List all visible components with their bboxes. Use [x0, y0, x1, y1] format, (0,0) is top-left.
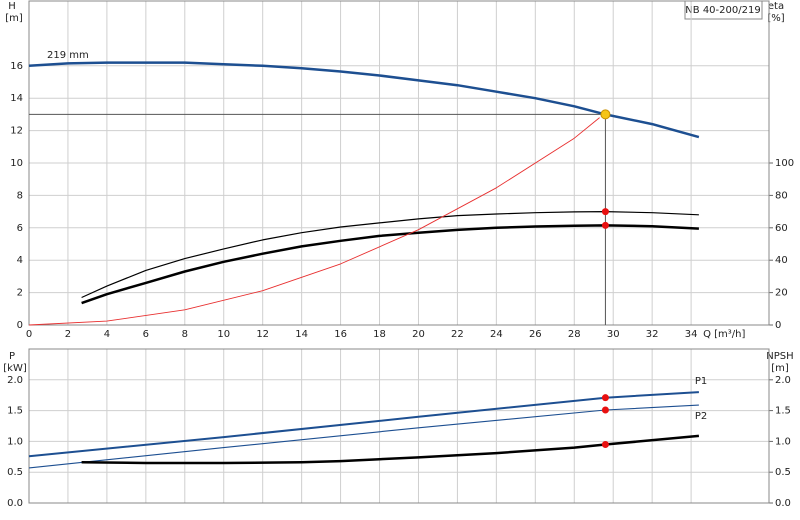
series-line	[81, 434, 700, 465]
y2-tick-label: 0.0	[775, 498, 791, 509]
marker	[601, 208, 609, 216]
y2-tick-label: 1.5	[775, 406, 791, 417]
npsh-unit: [m]	[771, 363, 789, 374]
marker	[601, 394, 609, 402]
y2-tick-label: 0	[775, 320, 781, 331]
y2-tick-label: 80	[775, 190, 788, 201]
x-tick-label: 12	[256, 329, 269, 340]
model: NB 40-200/219	[685, 5, 760, 16]
x-tick-label: 2	[65, 329, 71, 340]
y-tick-label: 1.5	[7, 406, 23, 417]
y-tick-label: 6	[17, 223, 23, 234]
eta-unit: [%]	[767, 13, 784, 24]
series-label: P1	[695, 376, 707, 387]
y2-tick-label: 20	[775, 288, 788, 299]
y-tick-label: 16	[10, 61, 23, 72]
p-label: P	[9, 351, 15, 362]
y2-tick-label: 1.0	[775, 436, 791, 447]
x-tick-label: 26	[529, 329, 542, 340]
y-tick-label: 12	[10, 126, 23, 137]
y-tick-label: 0	[17, 320, 23, 331]
y-tick-label: 0.0	[7, 498, 23, 509]
y-tick-label: 10	[10, 158, 23, 169]
marker	[601, 406, 609, 414]
y-tick-label: 0.5	[7, 467, 23, 478]
marker	[601, 221, 609, 229]
x-tick-label: 10	[217, 329, 230, 340]
y2-tick-label: 40	[775, 255, 788, 266]
x-tick-label: 22	[451, 329, 464, 340]
x-tick-label: 0	[26, 329, 32, 340]
marker	[601, 440, 609, 448]
y2-tick-label: 100	[775, 158, 794, 169]
y-tick-label: 2	[17, 288, 23, 299]
plot-frame	[28, 0, 770, 326]
y-tick-label: 4	[17, 255, 23, 266]
series-line	[28, 117, 600, 326]
x-tick-label: 34	[685, 329, 698, 340]
y-tick-label: 2.0	[7, 375, 23, 386]
x-tick-label: 20	[412, 329, 425, 340]
x-tick-label: 4	[104, 329, 110, 340]
y-tick-label: 1.0	[7, 436, 23, 447]
series-line	[81, 224, 699, 305]
y2-tick-label: 60	[775, 223, 788, 234]
y2-tick-label: 0.5	[775, 467, 791, 478]
y-tick-label: 8	[17, 190, 23, 201]
x-tick-label: 28	[568, 329, 581, 340]
series-line	[28, 391, 699, 458]
x-tick-label: 18	[373, 329, 386, 340]
x-tick-label: 14	[295, 329, 308, 340]
x-axis-label: Q [m³/h]	[703, 329, 745, 340]
h-label: H	[8, 1, 16, 12]
x-tick-label: 16	[334, 329, 347, 340]
x-tick-label: 32	[646, 329, 659, 340]
operating-point	[600, 109, 611, 120]
eta-label: eta	[768, 1, 784, 12]
x-tick-label: 8	[182, 329, 188, 340]
series-line	[28, 61, 700, 139]
x-tick-label: 24	[490, 329, 503, 340]
h-unit: [m]	[5, 13, 23, 24]
series-label: 219 mm	[47, 50, 89, 61]
series-line	[81, 211, 699, 299]
npsh-label: NPSH	[766, 351, 793, 362]
x-tick-label: 30	[607, 329, 620, 340]
y2-tick-label: 2.0	[775, 375, 791, 386]
p-unit: [kW]	[3, 363, 27, 374]
series-line	[28, 404, 699, 469]
x-tick-label: 6	[143, 329, 149, 340]
plot-frame	[28, 348, 770, 504]
y-tick-label: 14	[10, 93, 23, 104]
series-label: P2	[695, 411, 707, 422]
